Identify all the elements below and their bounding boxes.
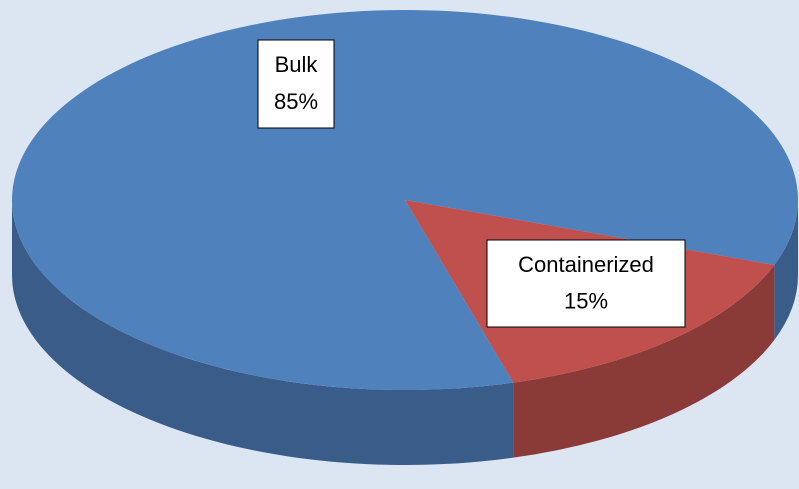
value-label: 15% [564, 288, 608, 313]
value-label: 85% [274, 89, 318, 114]
category-label: Bulk [275, 52, 319, 77]
label-box [486, 239, 686, 328]
label-box [257, 39, 335, 129]
pie-side [513, 264, 775, 458]
category-label: Containerized [518, 252, 654, 277]
pie-side [774, 200, 798, 340]
pie-side [12, 200, 514, 465]
